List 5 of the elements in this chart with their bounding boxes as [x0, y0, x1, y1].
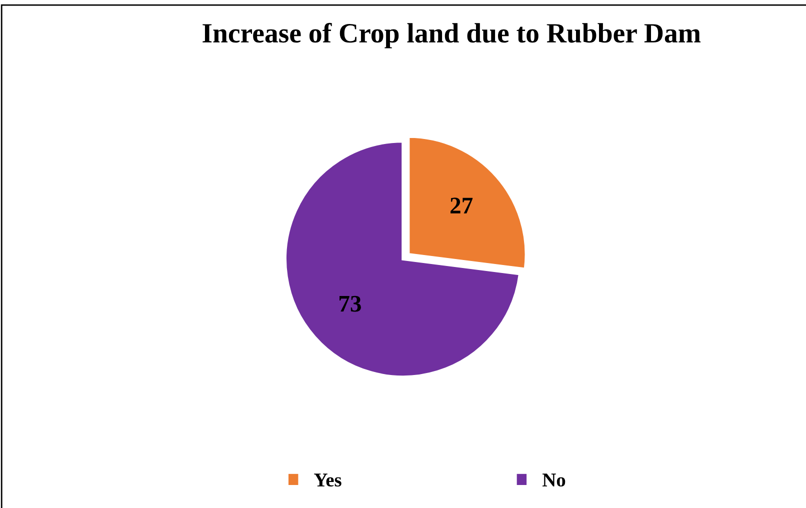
legend-label: No [542, 474, 566, 487]
legend-label: Yes [314, 474, 342, 487]
chart-title: Increase of Crop land due to Rubber Dam [202, 22, 701, 48]
data-label: 27 [450, 198, 473, 214]
data-label: 73 [340, 296, 361, 312]
